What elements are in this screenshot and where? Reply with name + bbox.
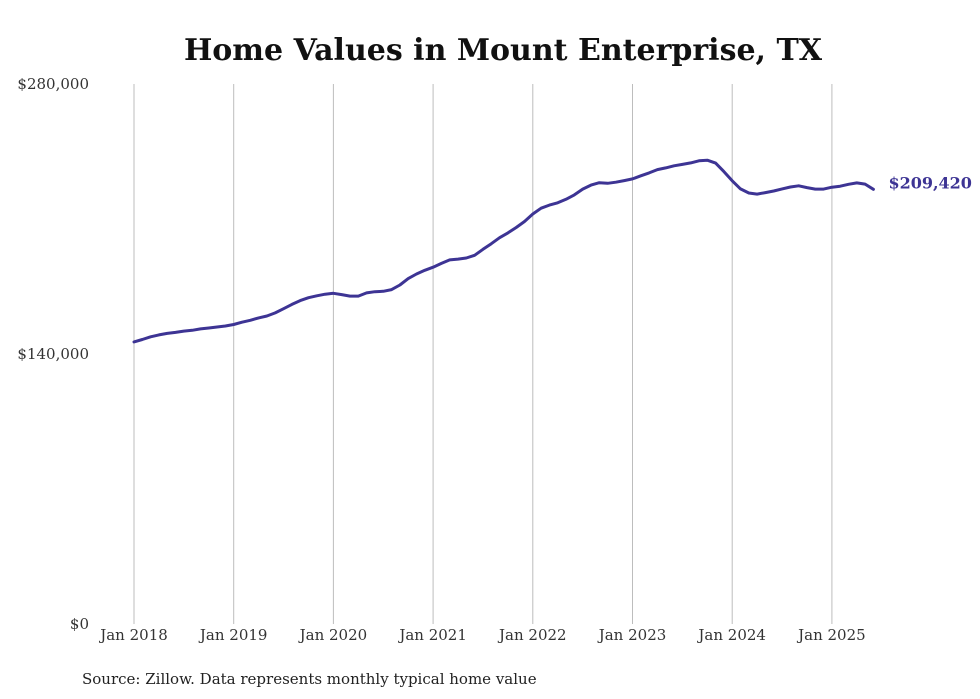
y-axis-ticks: $0 $140,000 $280,000 — [17, 75, 89, 633]
home-value-line — [132, 158, 875, 344]
x-tick-label: Jan 2019 — [198, 626, 268, 644]
y-tick-label: $280,000 — [17, 75, 89, 93]
x-tick-label: Jan 2021 — [397, 626, 467, 644]
x-tick-label: Jan 2023 — [597, 626, 667, 644]
chart-title: Home Values in Mount Enterprise, TX — [184, 33, 823, 68]
x-tick-label: Jan 2018 — [98, 626, 168, 644]
x-tick-label: Jan 2025 — [796, 626, 866, 644]
x-tick-label: Jan 2020 — [298, 626, 368, 644]
x-axis-ticks: Jan 2018 Jan 2019 Jan 2020 Jan 2021 Jan 2022… — [98, 626, 865, 644]
x-tick-label: Jan 2022 — [497, 626, 567, 644]
x-tick-label: Jan 2024 — [696, 626, 766, 644]
source-note: Source: Zillow. Data represents monthly … — [82, 670, 537, 688]
latest-value-label: $209,420 — [888, 173, 972, 192]
y-tick-label: $0 — [70, 615, 89, 633]
gridlines — [133, 84, 833, 624]
y-tick-label: $140,000 — [17, 345, 89, 363]
